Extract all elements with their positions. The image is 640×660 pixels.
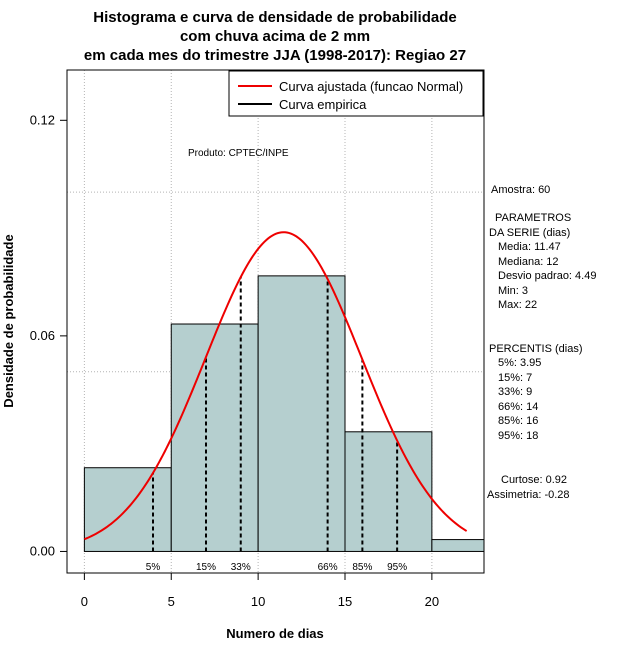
histogram-bar-2 [257,275,346,552]
params-title-2: DA SERIE (dias) [489,227,570,239]
y-tick-label-2: 0.12 [30,112,55,127]
histogram-bar-3 [344,431,433,552]
percentile-label-3: 66% [318,562,338,573]
param-median: Mediana: 12 [498,256,559,268]
param-max: Max: 22 [498,299,537,311]
percentil-95: 95%: 18 [498,430,538,442]
percentil-85: 85%: 16 [498,415,538,427]
product-label: Produto: CPTEC/INPE [188,148,289,159]
percentil-66: 66%: 14 [498,401,538,413]
histogram-bar-4 [431,539,485,552]
percentile-label-5: 95% [387,562,407,573]
params-title-1: PARAMETROS [495,212,571,224]
percentil-33: 33%: 9 [498,386,532,398]
param-min: Min: 3 [498,285,528,297]
histogram-bar-0 [83,467,172,552]
bars-layer [83,275,485,552]
percentis-title: PERCENTIS (dias) [489,343,583,355]
x-axis: 0 5 10 15 20 [81,572,439,609]
legend-label-empirical: Curva empirica [279,97,367,112]
y-tick-label-0: 0.00 [30,543,55,558]
param-mean: Media: 11.47 [498,241,561,253]
x-tick-label-2: 10 [251,594,265,609]
chart-title-line-2: com chuva acima de 2 mm [180,28,370,45]
x-axis-label: Numero de dias [226,626,324,641]
sample-size: Amostra: 60 [491,184,550,196]
percentil-5: 5%: 3.95 [498,357,541,369]
percentil-15: 15%: 7 [498,372,532,384]
skewness: Assimetria: -0.28 [487,489,570,501]
side-panel: Amostra: 60 PARAMETROS DA SERIE (dias) M… [487,184,596,501]
histogram-bar-1 [170,323,259,552]
x-tick-label-3: 15 [338,594,352,609]
percentile-label-1: 15% [196,562,216,573]
legend-label-fit: Curva ajustada (funcao Normal) [279,79,463,94]
y-axis-label: Densidade de probabilidade [1,234,16,407]
grid-layer [67,70,484,573]
x-tick-label-1: 5 [168,594,175,609]
legend-box [228,70,484,117]
legend: Curva ajustada (funcao Normal) Curva emp… [228,70,484,117]
y-axis: 0.00 0.06 0.12 [30,112,68,558]
curve-layer [84,231,468,541]
chart-title-line-3: em cada mes do trimestre JJA (1998-2017)… [84,47,466,64]
percentile-label-4: 85% [352,562,372,573]
percentile-lines-layer: 5% 15% 33% 66% 85% 95% [146,277,407,573]
x-tick-label-0: 0 [81,594,88,609]
param-stddev: Desvio padrao: 4.49 [498,270,596,282]
x-tick-label-4: 20 [425,594,439,609]
percentile-label-2: 33% [231,562,251,573]
y-tick-label-1: 0.06 [30,328,55,343]
percentile-label-0: 5% [146,562,161,573]
kurtosis: Curtose: 0.92 [501,474,567,486]
chart-title-line-1: Histograma e curva de densidade de proba… [93,9,456,26]
normal-fit-curve [84,231,468,541]
